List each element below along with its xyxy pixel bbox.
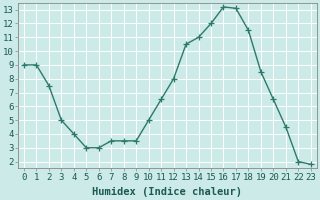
X-axis label: Humidex (Indice chaleur): Humidex (Indice chaleur): [92, 187, 242, 197]
